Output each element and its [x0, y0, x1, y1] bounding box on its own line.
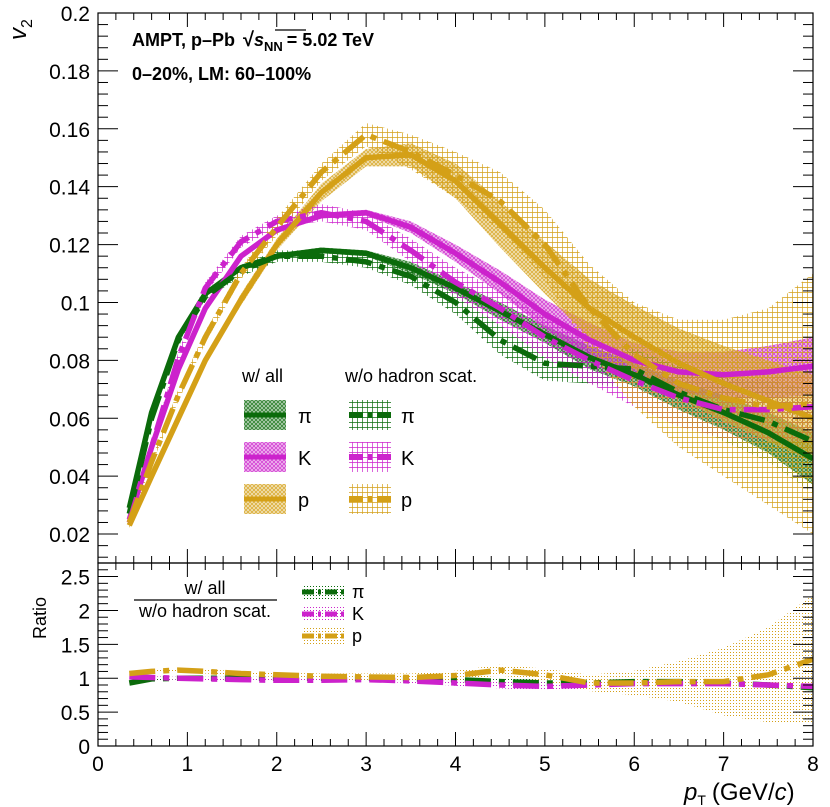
y-tick-label-bottom: 1.5	[61, 634, 90, 657]
header-sqrt: √	[243, 29, 255, 51]
ratio-series-line-1	[129, 674, 813, 690]
axis-ticks	[97, 12, 814, 747]
legend-pion-all-label: π	[298, 406, 312, 428]
y-tick-label-top: 0.1	[61, 292, 90, 315]
x-tick-label: 2	[271, 753, 283, 776]
header-centrality: 0–20%, LM: 60–100%	[132, 64, 311, 84]
y-tick-label-top: 0.12	[49, 235, 90, 258]
y-axis-title-v2: v2	[5, 19, 36, 40]
legend-kaon-all-label: K	[298, 448, 312, 470]
top-curves	[126, 131, 813, 527]
v2-series-line-2	[126, 152, 813, 527]
x-axis-title-unit-c: c	[775, 779, 787, 806]
v2-series-line-3	[126, 253, 813, 515]
ratio-legend-pion-label: π	[352, 582, 364, 602]
y-axis-title-sub: 2	[19, 19, 36, 28]
header-energy: = 5.02 TeV	[287, 30, 374, 50]
x-tick-label: 3	[360, 753, 372, 776]
v2-series-line-1	[126, 209, 813, 521]
ratio-curves	[128, 656, 813, 691]
ratio-legend-proton-box	[302, 628, 344, 644]
header-s: s	[254, 30, 264, 50]
x-axis-title-unit-open: (GeV/	[712, 779, 775, 806]
y-tick-label-top: 0.16	[49, 119, 90, 142]
ratio-legend-kaon-box	[302, 606, 344, 622]
y-tick-label-bottom: 0.5	[61, 702, 90, 725]
x-tick-label: 8	[807, 753, 819, 776]
ratio-legend: w/ all w/o hadron scat. π K p	[134, 578, 364, 646]
ratio-denominator: w/o hadron scat.	[138, 601, 271, 621]
header-system: AMPT, p–Pb √sNN = 5.02 TeV	[132, 29, 374, 54]
legend-kaon-wo-label: K	[401, 448, 415, 470]
ratio-series-band-2	[129, 594, 813, 724]
y-tick-label-top: 0.2	[61, 3, 90, 26]
header-system-left: AMPT, p–Pb	[132, 30, 235, 50]
y-tick-label-top: 0.08	[49, 350, 90, 373]
x-axis-title-unit-close: )	[787, 779, 795, 806]
y-tick-label-top: 0.02	[49, 524, 90, 547]
legend-col-all: w/ all	[241, 366, 283, 386]
y-tick-label-bottom: 2.5	[61, 567, 90, 590]
x-axis-title-sub: T	[697, 792, 706, 807]
y-tick-label-top: 0.06	[49, 408, 90, 431]
ratio-legend-pion-box	[302, 584, 344, 600]
legend-proton-wo-label: p	[401, 490, 412, 512]
v2-series-band-5	[129, 123, 813, 535]
x-tick-label: 5	[539, 753, 551, 776]
y-axis-title-v: v	[5, 26, 32, 40]
y-tick-label-top: 0.04	[49, 466, 90, 489]
header-nn: NN	[264, 39, 283, 54]
legend-proton-all-label: p	[298, 490, 309, 512]
y-axis-title-ratio: Ratio	[30, 597, 50, 639]
x-tick-label: 4	[450, 753, 462, 776]
x-tick-label: 7	[718, 753, 730, 776]
x-axis-title: pT (GeV/c)	[683, 779, 795, 807]
x-tick-label: 0	[92, 753, 104, 776]
y-tick-label-bottom: 1	[78, 668, 90, 691]
x-axis-title-p: p	[683, 779, 697, 806]
ratio-legend-kaon-label: K	[352, 604, 364, 624]
y-tick-label-bottom: 2	[78, 600, 90, 623]
v2-series-line-5	[126, 131, 813, 524]
x-tick-label: 6	[628, 753, 640, 776]
top-legend: w/ all w/o hadron scat. π π K K p p	[241, 366, 477, 514]
ratio-legend-proton-label: p	[352, 626, 362, 646]
v2-series-line-4	[126, 209, 813, 524]
ratio-series-line-2	[129, 656, 813, 686]
axis-tick-labels: 0 1 2 3 4 5 6 7 8 0.02 0.04 0.06 0.08 0.1 0.12 0.14 0.16…	[49, 3, 819, 776]
y-tick-label-top: 0.14	[49, 177, 90, 200]
legend-col-wo: w/o hadron scat.	[344, 366, 477, 386]
y-tick-label-bottom: 0	[78, 736, 90, 759]
y-tick-label-top: 0.18	[49, 61, 90, 84]
x-tick-label: 1	[182, 753, 194, 776]
ratio-numerator: w/ all	[183, 578, 225, 598]
legend-pion-wo-label: π	[401, 406, 415, 428]
